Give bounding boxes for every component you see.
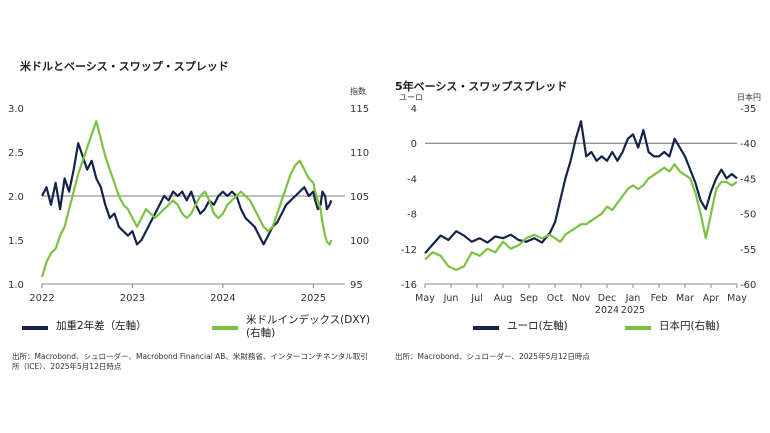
x-tick-label: Feb <box>651 293 668 304</box>
x-tick-label: Jun <box>443 293 459 304</box>
x-tick-label: Mar <box>676 293 694 304</box>
series-line-yen <box>424 163 738 271</box>
source-note: 出所：Macrobond、シュローダー、2025年5月12日時点 <box>395 352 590 361</box>
x-year-label: 2024 <box>595 305 619 316</box>
legend-swatch-green <box>212 326 238 330</box>
chart-title: 5年ベーシス・スワップスプレッド <box>395 80 568 93</box>
x-tick-label: May <box>415 293 435 304</box>
y-left-tick-label: 0 <box>411 139 417 150</box>
x-tick-label: 2025 <box>301 293 326 304</box>
y-left-tick-label: 3.0 <box>8 104 24 115</box>
y-right-tick-label: -55 <box>740 245 756 256</box>
x-tick-label: Jan <box>625 293 641 304</box>
y-right-tick-label: 115 <box>350 104 369 115</box>
y-right-tick-label: -35 <box>740 104 756 115</box>
x-year-label: 2025 <box>621 305 645 316</box>
chart-title: 米ドルとベーシス・スワップ・スプレッド <box>20 60 229 73</box>
y-left-tick-label: -4 <box>407 174 417 185</box>
x-tick-label: May <box>727 293 747 304</box>
y-left-tick-label: 1.5 <box>8 236 24 247</box>
y-left-unit: ユーロ <box>399 93 423 102</box>
y-right-tick-label: -60 <box>740 280 756 291</box>
legend-label-navy: ユーロ(左軸) <box>507 320 568 332</box>
y-right-unit: 指数 <box>350 86 366 96</box>
x-tick-label: Jul <box>470 293 482 304</box>
legend-swatch-navy <box>473 326 499 330</box>
y-left-tick-label: 2.0 <box>8 192 24 203</box>
y-left-tick-label: -12 <box>401 245 417 256</box>
legend-label-navy: 加重2年差（左軸） <box>56 320 147 332</box>
y-right-tick-label: 110 <box>350 148 369 159</box>
legend-swatch-navy <box>22 326 48 330</box>
y-right-tick-label: -40 <box>740 139 756 150</box>
x-tick-label: Oct <box>547 293 564 304</box>
x-tick-label: Nov <box>572 293 591 304</box>
y-left-tick-label: -16 <box>401 280 417 291</box>
chart-left-svg: 3.0 2.5 2.0 1.5 1.0 115 110 105 100 95 指数 2022 2023 2… <box>8 86 369 304</box>
y-left-tick-label: 2.5 <box>8 148 24 159</box>
y-right-tick-label: 105 <box>350 192 369 203</box>
chart-right-svg: ユーロ 日本円 4 0 -4 -8 -12 -16 -35 -40 -45 -50 -55 -60 May J… <box>399 92 761 316</box>
y-right-unit: 日本円 <box>737 92 761 102</box>
source-note: 出所：Macrobond、シュローダー、Macrobond Financial … <box>12 352 368 371</box>
y-left-tick-label: 4 <box>411 104 417 115</box>
x-tick-label: Sep <box>520 293 538 304</box>
legend-label-green: 日本円(右軸) <box>659 320 720 332</box>
legend-label-green: 米ドルインデックス(DXY) (右軸) <box>246 314 371 339</box>
series-line-weighted-2y <box>41 142 333 246</box>
legend-swatch-green <box>625 326 651 330</box>
y-right-tick-label: 100 <box>350 236 369 247</box>
y-right-tick-label: -45 <box>740 174 756 185</box>
series-line-euro <box>424 120 738 254</box>
y-left-tick-label: -8 <box>407 210 417 221</box>
x-tick-label: Dec <box>598 293 616 304</box>
y-left-tick-label: 1.0 <box>8 280 24 291</box>
chart-panel-left: 米ドルとベーシス・スワップ・スプレッド 3.0 2.5 2.0 1.5 1.0 115 11… <box>8 60 371 371</box>
x-tick-label: Apr <box>703 293 720 304</box>
x-tick-label: 2023 <box>120 293 145 304</box>
x-tick-label: 2022 <box>29 293 54 304</box>
series-line-dxy <box>40 120 333 278</box>
x-tick-label: Aug <box>494 293 513 304</box>
x-tick-label: 2024 <box>210 293 235 304</box>
y-right-tick-label: 95 <box>350 280 363 291</box>
y-right-tick-label: -50 <box>740 210 756 221</box>
chart-panel-right: 5年ベーシス・スワップスプレッド ユーロ 日本円 4 0 -4 -8 -12 -16 -35 -4… <box>385 0 770 433</box>
